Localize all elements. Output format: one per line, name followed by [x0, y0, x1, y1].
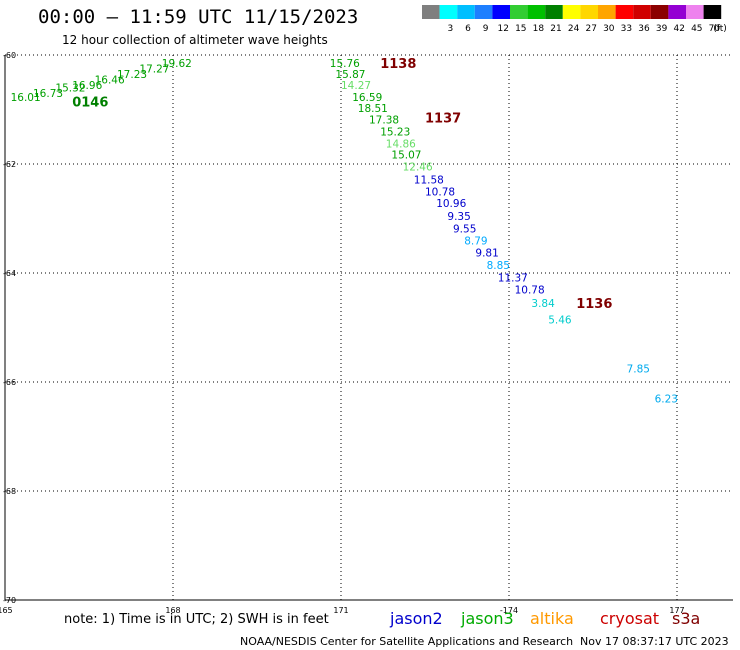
wave-height-value: 15.87	[335, 69, 365, 81]
satellite-label-cryosat: cryosat	[600, 609, 660, 628]
legend-swatch	[545, 5, 563, 19]
satellite-label-jason3: jason3	[461, 609, 514, 628]
latitude-tick-label: -64	[3, 269, 16, 278]
wave-height-value: 15.07	[391, 150, 421, 162]
legend-swatch	[474, 5, 493, 19]
wave-height-value: 16.59	[352, 92, 382, 104]
wave-height-value: 9.55	[453, 223, 476, 235]
wave-observations: 16.0116.7315.3216.9616.4617.2317.2719.62…	[11, 58, 678, 405]
footer-note: note: 1) Time is in UTC; 2) SWH is in fe…	[64, 612, 329, 627]
wave-height-value: 6.23	[655, 393, 678, 405]
wave-height-value: 16.96	[72, 80, 102, 92]
legend-swatch	[703, 5, 722, 19]
footer-timestamp: Nov 17 08:37:17 UTC 2023	[580, 635, 729, 648]
wave-height-value: 15.23	[380, 126, 410, 138]
wave-height-value: 17.27	[139, 64, 169, 76]
wave-height-value: 8.85	[487, 260, 510, 272]
latitude-tick-label: -68	[3, 487, 16, 496]
legend-label: 33	[621, 24, 632, 34]
legend-label: 39	[656, 24, 668, 34]
axis-ticks: 165 168 171 -174 177 -60 -62 -64 -66 -68 -70	[0, 51, 685, 615]
legend-label: 9	[483, 24, 489, 34]
wave-height-value: 3.84	[531, 298, 555, 310]
page-title: 00:00 – 11:59 UTC 11/15/2023	[38, 6, 359, 28]
longitude-tick-label: 171	[333, 606, 348, 615]
satellite-label-altika: altika	[530, 609, 574, 628]
wave-height-value: 16.01	[11, 92, 41, 104]
longitude-tick-label: 177	[669, 606, 684, 615]
legend-label: 36	[638, 24, 650, 34]
legend-label: 42	[673, 24, 684, 34]
legend-label: 18	[533, 24, 545, 34]
legend-label: 70	[709, 24, 721, 34]
satellite-label-s3a: s3a	[672, 609, 701, 628]
wave-height-value: 7.85	[627, 363, 650, 375]
legend-swatch	[492, 5, 510, 19]
page-subtitle: 12 hour collection of altimeter wave hei…	[62, 33, 328, 47]
legend-swatch	[510, 5, 528, 19]
wave-height-value: 9.35	[447, 211, 470, 223]
legend-swatch	[457, 5, 475, 19]
latitude-tick-label: -62	[3, 160, 16, 169]
legend-unit: (ft)	[713, 24, 727, 34]
wave-height-value: 10.78	[515, 284, 545, 296]
wave-height-value: 12.46	[403, 162, 433, 174]
legend-label: 45	[691, 24, 702, 34]
pass-time-label: 1138	[380, 57, 416, 72]
wave-height-value: 10.78	[425, 186, 455, 198]
wave-height-value: 17.38	[369, 114, 399, 126]
wave-height-value: 10.96	[436, 198, 466, 210]
map-grid	[4, 54, 733, 601]
wave-height-value: 17.23	[117, 69, 147, 81]
legend-label: 3	[448, 24, 454, 34]
wave-height-value: 14.86	[386, 138, 416, 150]
pass-time-label: 0146	[72, 95, 108, 110]
legend-label: 15	[515, 24, 526, 34]
legend-swatch	[633, 5, 651, 19]
legend-swatch	[527, 5, 546, 19]
wave-height-value: 16.46	[95, 75, 125, 87]
wave-height-value: 16.73	[33, 88, 63, 100]
wave-height-value: 18.51	[358, 103, 388, 115]
legend-swatch	[562, 5, 581, 19]
legend-swatch	[615, 5, 634, 19]
longitude-tick-label: 168	[165, 606, 180, 615]
latitude-tick-label: -60	[3, 51, 16, 60]
color-legend: 3 6 9 12 15 18 21 24 27 30 33 36 39 42 45 70(ft)	[422, 5, 727, 34]
wave-height-value: 14.27	[341, 80, 371, 92]
wave-height-value: 5.46	[548, 314, 572, 326]
legend-label: 6	[465, 24, 471, 34]
wave-height-value: 15.76	[330, 58, 360, 70]
pass-time-label: 1136	[576, 297, 612, 312]
wave-height-value: 9.81	[475, 247, 498, 259]
latitude-tick-label: -66	[3, 378, 16, 387]
pass-time-label: 1137	[425, 112, 461, 127]
longitude-tick-label: -174	[500, 606, 518, 615]
wave-height-value: 11.58	[414, 174, 444, 186]
wave-height-value: 11.37	[498, 272, 528, 284]
wave-height-value: 8.79	[464, 235, 487, 247]
satellite-label-jason2: jason2	[390, 609, 443, 628]
legend-swatch	[650, 5, 669, 19]
legend-label: 27	[585, 24, 596, 34]
legend-swatch	[598, 5, 616, 19]
legend-swatch	[580, 5, 598, 19]
wave-height-value: 19.62	[162, 58, 192, 70]
latitude-tick-label: -70	[3, 596, 16, 605]
pass-time-labels: 0146 1138 1137 1136	[72, 57, 612, 312]
legend-swatch	[686, 5, 704, 19]
footer-credit: NOAA/NESDIS Center for Satellite Applica…	[240, 635, 574, 648]
legend-swatch	[422, 5, 440, 19]
legend-swatch	[668, 5, 686, 19]
wave-height-value: 15.32	[55, 83, 85, 95]
legend-label: 21	[550, 24, 561, 34]
legend-label: 24	[568, 24, 580, 34]
legend-label: 12	[497, 24, 508, 34]
legend-swatch	[439, 5, 458, 19]
legend-label: 30	[603, 24, 615, 34]
longitude-tick-label: 165	[0, 606, 13, 615]
